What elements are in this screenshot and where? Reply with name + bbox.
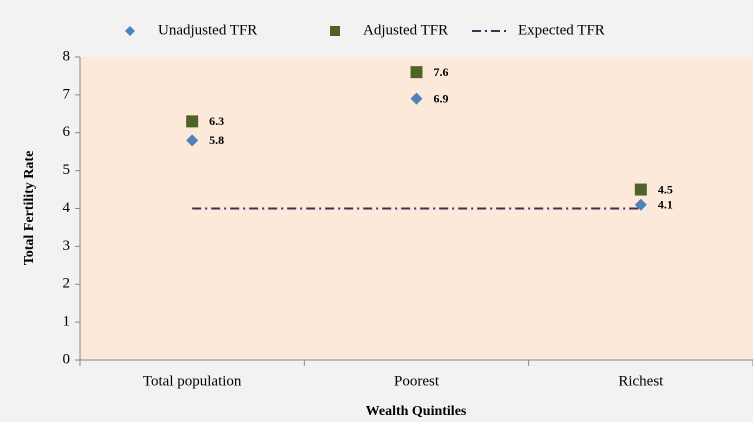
legend-marker bbox=[330, 26, 340, 36]
y-tick-label: 3 bbox=[63, 238, 71, 254]
legend-label: Unadjusted TFR bbox=[158, 22, 257, 38]
square-point bbox=[186, 115, 199, 128]
diamond-point bbox=[410, 92, 423, 105]
y-axis-title: Total Fertility Rate bbox=[22, 151, 37, 266]
diamond-point bbox=[186, 134, 199, 147]
y-tick-label: 0 bbox=[63, 351, 71, 367]
legend-marker bbox=[125, 26, 135, 36]
data-label: 6.3 bbox=[209, 114, 224, 128]
square-point bbox=[634, 183, 647, 196]
legend-label: Expected TFR bbox=[518, 22, 605, 38]
x-tick-label: Richest bbox=[618, 373, 664, 389]
x-axis-title: Wealth Quintiles bbox=[366, 404, 467, 419]
data-label: 5.8 bbox=[209, 133, 224, 147]
square-point bbox=[410, 66, 423, 79]
data-label: 4.5 bbox=[658, 182, 673, 196]
data-label: 7.6 bbox=[434, 65, 449, 79]
y-tick-label: 1 bbox=[63, 314, 71, 330]
y-tick-label: 2 bbox=[63, 276, 71, 292]
data-label: 4.1 bbox=[658, 197, 673, 211]
y-tick-label: 5 bbox=[63, 162, 71, 178]
y-tick-label: 4 bbox=[63, 200, 71, 216]
y-tick-label: 7 bbox=[63, 86, 71, 102]
y-tick-label: 6 bbox=[63, 124, 71, 140]
y-tick-label: 8 bbox=[63, 48, 71, 64]
x-tick-label: Total population bbox=[143, 373, 242, 389]
data-label: 6.9 bbox=[434, 91, 449, 105]
x-tick-label: Poorest bbox=[394, 373, 440, 389]
legend-label: Adjusted TFR bbox=[363, 22, 448, 38]
